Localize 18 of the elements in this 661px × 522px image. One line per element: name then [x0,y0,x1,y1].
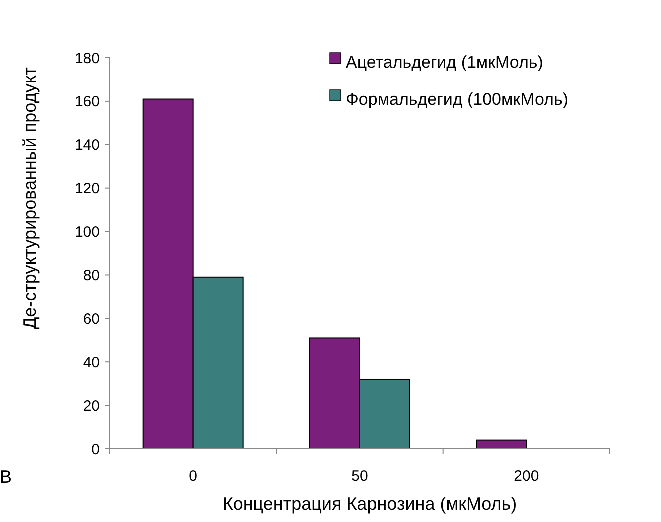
y-axis-title: Де-структурированный продукт [20,67,40,330]
x-tick-label: 0 [189,468,198,485]
legend-label: Ацетальдегид (1мкМоль) [346,52,544,72]
y-tick-label: 140 [74,137,100,154]
y-tick-label: 40 [83,354,100,372]
x-tick-label: 200 [514,468,540,485]
y-tick-label: 20 [83,398,100,415]
legend-label: Формальдегид (100мкМоль) [346,90,568,109]
y-tick-label: 80 [83,267,100,284]
x-axis-title: Концентрация Карнозина (мкМоль) [222,494,518,514]
y-tick-label: 180 [74,50,100,68]
y-tick-label: 100 [74,224,100,242]
y-tick-label: 60 [83,310,100,328]
y-tick-label: 0 [92,441,100,458]
y-tick-label: 160 [74,94,100,111]
text: В [0,467,12,487]
x-tick-label: 50 [352,468,368,485]
y-tick-label: 120 [74,180,100,198]
